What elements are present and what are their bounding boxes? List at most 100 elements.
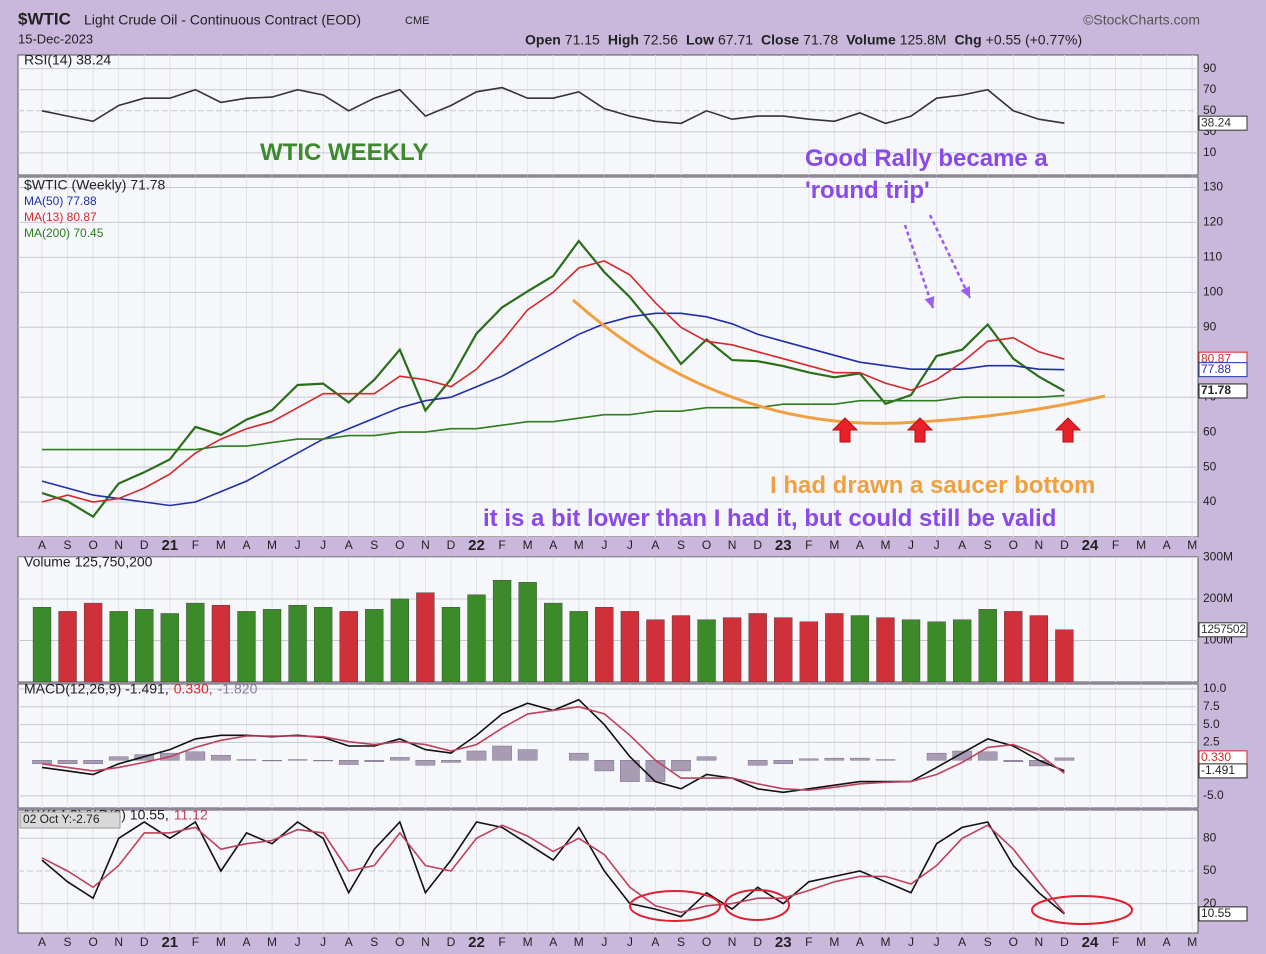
histogram-bar (952, 750, 972, 761)
x-tick-label: 21 (161, 537, 178, 554)
y-tick-label: 20 (1203, 896, 1217, 910)
arrow-shaft (903, 224, 935, 309)
x-tick-label: J (320, 935, 326, 949)
volume-bar (135, 609, 154, 682)
volume-bar (109, 611, 128, 682)
histogram-bar (850, 757, 870, 761)
x-tick-label: A (549, 935, 557, 949)
red-circle (724, 889, 790, 921)
x-tick-label: O (395, 538, 404, 552)
series-line (41, 824, 1066, 914)
x-tick-label: S (370, 538, 378, 552)
x-tick-label: M (523, 538, 533, 552)
x-tick-label: A (1163, 935, 1171, 949)
value-tag-label: 1257502 (1201, 622, 1246, 636)
x-tick-label: F (1112, 538, 1119, 552)
y-tick-label: 40 (1203, 494, 1217, 508)
x-tick-label: S (984, 935, 992, 949)
volume-bar (1029, 615, 1048, 682)
histogram-bar (747, 760, 768, 766)
histogram-bar (236, 759, 257, 761)
y-tick-label: 50 (1203, 103, 1217, 117)
quote-value: +0.55 (+0.77%) (986, 32, 1083, 48)
x-tick-label: M (574, 538, 584, 552)
x-tick-label: M (216, 538, 226, 552)
annotation: 'round trip' (805, 177, 930, 204)
x-tick-label: M (880, 538, 890, 552)
y-tick-label: 100 (1203, 285, 1223, 299)
x-tick-label: M (267, 538, 277, 552)
panels (17, 54, 1199, 934)
histogram-bar (338, 760, 359, 765)
annotation: Good Rally became a (805, 145, 1048, 172)
x-tick-label: S (64, 935, 72, 949)
x-tick-label: J (601, 935, 607, 949)
x-tick-label: M (880, 935, 890, 949)
x-tick-label: A (38, 538, 46, 552)
x-tick-label: A (242, 935, 250, 949)
value-tag (1198, 763, 1248, 779)
quote-label: Close (761, 32, 799, 48)
x-tick-label: F (498, 935, 505, 949)
x-tick-label: 21 (161, 934, 178, 951)
x-tick-label: F (192, 935, 199, 949)
legend-entry: $WTIC (Weekly) 71.78 (24, 177, 166, 193)
x-tick-label: 24 (1082, 537, 1099, 554)
red-arrow (1054, 417, 1082, 443)
x-tick-label: S (677, 935, 685, 949)
volume-bar (697, 619, 716, 682)
x-tick-label: A (958, 538, 966, 552)
y-tick-label: 110 (1203, 250, 1222, 264)
histogram-bar (926, 752, 947, 761)
volume-bar (492, 580, 512, 682)
x-tick-label: D (447, 538, 456, 552)
quote-value: 71.15 (565, 32, 600, 48)
volume-bar (314, 607, 333, 682)
series-line (41, 312, 1065, 507)
x-tick-label: M (574, 935, 584, 949)
volume-bar (237, 611, 256, 682)
legend-entry: 0.330, (174, 681, 213, 697)
panel (17, 809, 1199, 934)
legend-entry: RSI(14) 38.24 (24, 52, 111, 68)
volume-bar (953, 619, 972, 682)
value-tag (1198, 383, 1248, 399)
volume-bar (774, 617, 793, 682)
x-tick-label: D (1060, 538, 1069, 552)
y-tick-label: 10 (1203, 145, 1217, 159)
red-circle (629, 890, 721, 922)
volume-bar (646, 619, 665, 682)
x-tick-label: M (523, 935, 533, 949)
volume-bar (544, 602, 563, 682)
histogram-bar (211, 755, 231, 761)
y-tick-label: 50 (1203, 459, 1217, 473)
x-tick-label: F (805, 538, 812, 552)
volume-bar (748, 613, 767, 682)
quote-value: 67.71 (718, 32, 753, 48)
tooltip: 02 Oct Y:-2.76 (23, 812, 100, 826)
x-tick-label: F (805, 935, 812, 949)
legend-entry: 11.12 (174, 807, 208, 823)
volume-bar (32, 607, 52, 682)
x-tick-label: M (216, 935, 226, 949)
volume-bar (288, 604, 307, 682)
histogram-bar (696, 756, 717, 761)
histogram-bar (1054, 757, 1075, 761)
x-tick-label: A (549, 538, 557, 552)
red-arrow (906, 417, 934, 443)
x-tick-label: M (829, 935, 839, 949)
histogram-bar (287, 759, 308, 761)
histogram-bar (645, 760, 666, 782)
histogram-bar (1003, 760, 1024, 762)
volume-bar (390, 598, 409, 682)
volume-bar (722, 617, 742, 682)
arrow-shaft (928, 214, 972, 299)
histogram-bar (390, 757, 410, 761)
volume-bar (518, 582, 537, 682)
x-tick-label: A (958, 935, 966, 949)
x-tick-label: A (651, 538, 659, 552)
y-tick-label: 10.0 (1203, 681, 1227, 695)
x-tick-label: D (140, 538, 149, 552)
series-line (42, 394, 1065, 451)
